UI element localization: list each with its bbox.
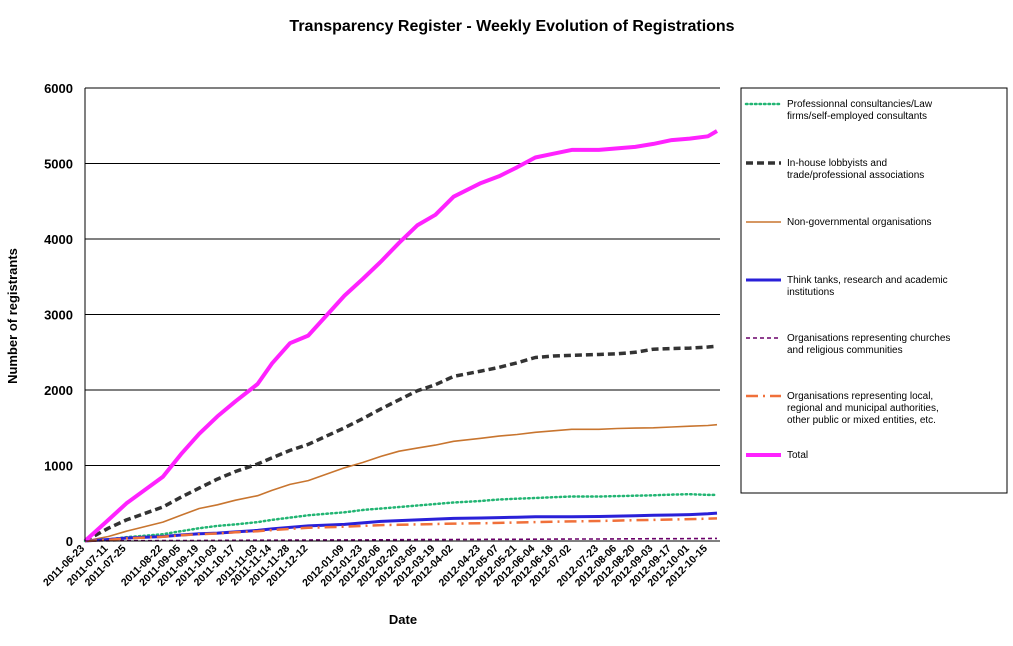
series-lines bbox=[83, 129, 719, 543]
legend-label: Non-governmental organisations bbox=[787, 217, 932, 228]
legend-label: Professionnal consultancies/Law firms/sel… bbox=[787, 99, 933, 122]
y-tick-label: 0 bbox=[66, 534, 73, 549]
chart-title: Transparency Register - Weekly Evolution… bbox=[289, 18, 734, 35]
series-line-2 bbox=[84, 344, 718, 543]
legend-label: Organisations representing churches and r… bbox=[787, 333, 950, 356]
series-line-4 bbox=[84, 511, 718, 543]
series-line-1 bbox=[83, 492, 719, 543]
y-tick-label: 1000 bbox=[44, 459, 73, 474]
gridlines bbox=[85, 87, 720, 466]
y-tick-label: 4000 bbox=[44, 232, 73, 247]
legend-label: Total bbox=[787, 450, 808, 461]
series-line-6 bbox=[84, 517, 718, 543]
series-line-3 bbox=[84, 423, 718, 542]
series-line-7 bbox=[83, 129, 719, 543]
legend-box bbox=[740, 87, 1008, 494]
legend-label: In-house lobbyists and trade/professional… bbox=[787, 158, 924, 181]
legend-label: Organisations representing local, regiona… bbox=[787, 391, 939, 426]
y-tick-label: 2000 bbox=[44, 383, 73, 398]
x-axis-label: Date bbox=[389, 612, 417, 627]
y-tick-label: 3000 bbox=[44, 308, 73, 323]
x-tick-labels: 2011-06-232011-07-112011-07-252011-08-22… bbox=[41, 543, 710, 590]
legend-label: Think tanks, research and academic instit… bbox=[787, 275, 948, 298]
legend: Professionnal consultancies/Law firms/sel… bbox=[744, 99, 950, 461]
series-line-5 bbox=[84, 537, 718, 542]
y-tick-label: 6000 bbox=[44, 81, 73, 96]
y-tick-labels: 0 1000 2000 3000 4000 5000 6000 bbox=[44, 81, 73, 549]
y-tick-label: 5000 bbox=[44, 157, 73, 172]
y-axis-label: Number of registrants bbox=[5, 248, 20, 384]
